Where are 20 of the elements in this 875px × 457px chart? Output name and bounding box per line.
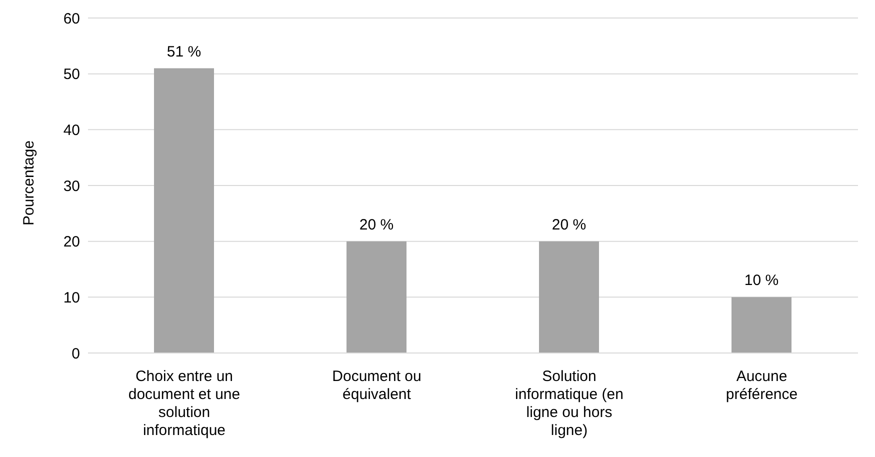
y-axis-title: Pourcentage xyxy=(20,140,38,226)
y-tick-label: 60 xyxy=(63,10,80,28)
y-tick-label: 0 xyxy=(72,345,80,362)
y-tick-label: 30 xyxy=(63,178,80,195)
y-tick-label: 10 xyxy=(63,289,80,306)
data-label: 10 % xyxy=(744,272,779,290)
bar xyxy=(346,241,406,353)
bar xyxy=(539,241,599,353)
y-tick-label: 20 xyxy=(63,234,80,251)
data-label: 20 % xyxy=(359,216,394,234)
x-tick-label: Choix entre un document et une solution informatique xyxy=(128,368,240,439)
x-tick-label: Document ou équivalent xyxy=(332,368,422,403)
y-tick-label: 40 xyxy=(63,122,80,139)
bar xyxy=(154,68,214,353)
x-tick-label: Aucune préférence xyxy=(726,368,798,403)
data-label: 51 % xyxy=(166,43,202,60)
data-label: 20 % xyxy=(552,216,586,234)
x-tick-label: Solution informatique (en ligne ou hors ligne) xyxy=(515,368,624,439)
bar xyxy=(732,297,792,353)
y-tick-label: 50 xyxy=(63,66,80,84)
